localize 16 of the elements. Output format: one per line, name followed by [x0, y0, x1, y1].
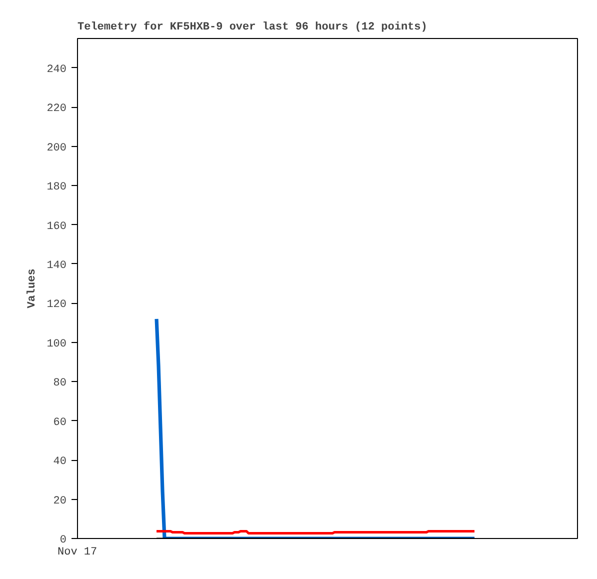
y-tick-label: 200	[46, 142, 67, 154]
y-tick-label: 80	[53, 378, 66, 390]
text: Nov 17	[58, 546, 98, 558]
y-tick-label: 0	[60, 534, 67, 546]
y-tick-label: 40	[53, 456, 66, 468]
y-tick-label: 100	[46, 338, 67, 350]
y-tick-label: 140	[46, 260, 67, 272]
y-tick-label: 120	[46, 299, 67, 312]
y-tick-label: 20	[53, 495, 66, 508]
y-tick-label: 180	[46, 182, 67, 194]
y-tick-label: 240	[46, 64, 67, 76]
y-axis-title: Values	[26, 268, 39, 308]
y-tick-label: 60	[53, 416, 66, 429]
y-tick-label: 160	[46, 220, 67, 233]
chart-title: Telemetry for KF5HXB-9 over last 96 hours (12 points)	[78, 20, 428, 34]
y-tick-label: 220	[46, 103, 67, 116]
